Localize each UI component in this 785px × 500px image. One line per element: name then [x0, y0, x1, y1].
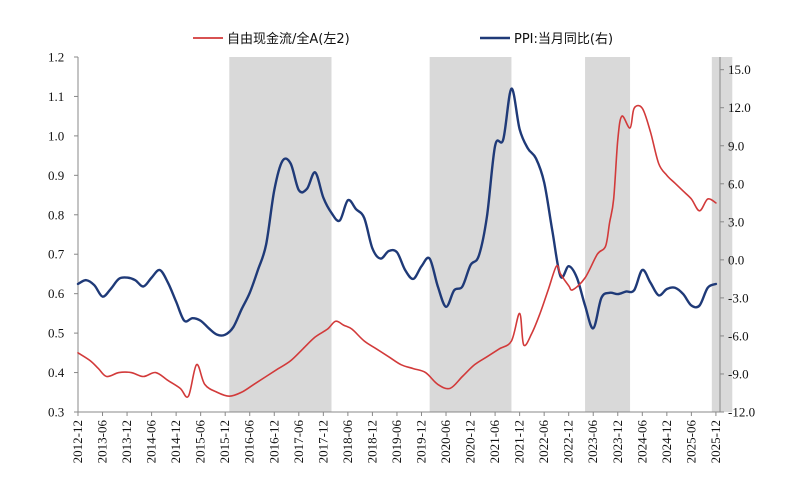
right-tick-label: 15.0	[728, 62, 751, 77]
x-tick-label: 2014-12	[168, 420, 183, 463]
x-tick-label: 2012-12	[70, 420, 85, 463]
x-tick-label: 2023-06	[585, 420, 600, 464]
left-tick-label: 0.4	[48, 365, 65, 380]
shaded-period-2	[429, 57, 512, 412]
series-line-fcf	[77, 104, 717, 398]
x-tick-label: 2016-12	[266, 420, 281, 463]
x-tick-label: 2025-06	[683, 420, 698, 464]
right-tick-label: 0.0	[728, 252, 744, 267]
series-line-ppi	[76, 87, 718, 337]
left-tick-label: 0.3	[48, 405, 64, 420]
right-tick-label: -9.0	[728, 366, 749, 381]
x-tick-label: 2017-12	[315, 420, 330, 463]
shaded-period-4	[711, 57, 733, 412]
x-tick-label: 2022-12	[561, 420, 576, 463]
shaded-period-1	[229, 57, 332, 412]
right-tick-label: 9.0	[728, 138, 744, 153]
x-tick-label: 2015-06	[193, 420, 208, 464]
left-tick-label: 0.7	[48, 247, 65, 262]
x-tick-label: 2024-12	[659, 420, 674, 463]
x-tick-label: 2019-06	[389, 420, 404, 464]
left-tick-label: 1.2	[48, 50, 64, 65]
x-tick-label: 2025-12	[708, 420, 723, 463]
x-tick-label: 2014-06	[144, 420, 159, 464]
left-tick-label: 0.8	[48, 207, 64, 222]
x-tick-label: 2017-06	[291, 420, 306, 464]
axes: 0.3 0.4 0.5 0.6 0.7 0.8 0.9 1.0 1.1 1.2 -12.0 -9.0 -…	[48, 50, 755, 464]
x-tick-label: 2013-06	[95, 420, 110, 464]
right-tick-label: 3.0	[728, 214, 744, 229]
x-tick-label: 2023-12	[610, 420, 625, 463]
right-tick-label: 6.0	[728, 176, 744, 191]
left-tick-label: 1.1	[48, 89, 64, 104]
x-tick-label: 2021-12	[512, 420, 527, 463]
legend: 自由现金流/全A(左2) PPI:当月同比(右)	[193, 31, 613, 47]
right-tick-label: -3.0	[728, 290, 749, 305]
x-tick-label: 2015-12	[217, 420, 232, 463]
legend-label-ppi: PPI:当月同比(右)	[514, 32, 613, 47]
x-tick-label: 2020-12	[463, 420, 478, 463]
x-tick-label: 2019-12	[413, 420, 428, 463]
left-tick-label: 0.6	[48, 286, 65, 301]
x-tick-label: 2018-06	[340, 420, 355, 464]
right-tick-label: -6.0	[728, 328, 749, 343]
left-tick-label: 0.9	[48, 168, 64, 183]
x-tick-label: 2020-06	[438, 420, 453, 464]
left-tick-label: 1.0	[48, 128, 64, 143]
x-tick-label: 2016-06	[242, 420, 257, 464]
x-tick-label: 2021-06	[487, 420, 502, 464]
x-tick-label: 2024-06	[634, 420, 649, 464]
shaded-periods	[229, 57, 733, 412]
x-tick-label: 2013-12	[119, 420, 134, 463]
right-tick-label: -12.0	[728, 405, 755, 420]
left-tick-label: 0.5	[48, 326, 64, 341]
right-tick-label: 12.0	[728, 100, 751, 115]
legend-label-fcf: 自由现金流/全A(左2)	[227, 31, 350, 47]
x-tick-label: 2022-06	[536, 420, 551, 464]
x-tick-label: 2018-12	[364, 420, 379, 463]
series	[76, 87, 718, 398]
